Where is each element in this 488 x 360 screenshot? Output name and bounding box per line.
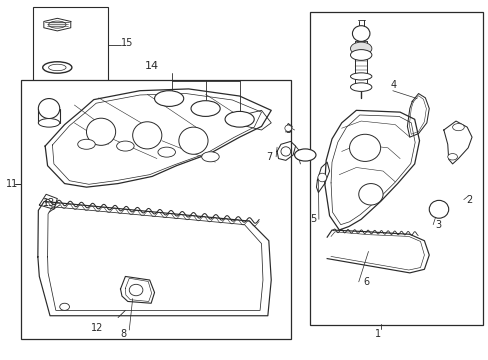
Text: 15: 15 [120, 38, 133, 48]
Ellipse shape [352, 26, 369, 41]
Ellipse shape [38, 118, 60, 127]
Ellipse shape [82, 142, 90, 147]
Ellipse shape [433, 204, 443, 214]
Ellipse shape [132, 122, 162, 149]
Text: 13: 13 [42, 198, 55, 208]
Ellipse shape [60, 303, 69, 310]
Text: 3: 3 [435, 220, 441, 230]
Ellipse shape [86, 118, 116, 145]
Ellipse shape [158, 147, 175, 157]
Ellipse shape [317, 173, 326, 182]
Ellipse shape [160, 94, 178, 103]
Ellipse shape [356, 29, 366, 38]
Text: 14: 14 [144, 62, 159, 71]
Ellipse shape [230, 114, 248, 124]
Bar [21, 80, 290, 339]
Ellipse shape [299, 152, 310, 158]
Ellipse shape [185, 133, 201, 149]
Text: 9: 9 [285, 125, 291, 135]
Ellipse shape [364, 188, 377, 201]
Ellipse shape [139, 127, 155, 143]
Text: 10: 10 [295, 152, 307, 162]
Ellipse shape [224, 111, 254, 127]
Text: 1: 1 [374, 329, 380, 339]
Text: 12: 12 [91, 323, 103, 333]
Ellipse shape [163, 150, 170, 154]
Ellipse shape [129, 284, 142, 296]
Ellipse shape [447, 154, 457, 160]
Text: 11: 11 [6, 179, 19, 189]
Bar [33, 7, 108, 82]
Ellipse shape [179, 127, 207, 154]
Ellipse shape [78, 139, 95, 149]
Ellipse shape [452, 123, 463, 131]
Text: 5: 5 [309, 214, 316, 224]
Ellipse shape [121, 144, 129, 148]
Bar [309, 12, 482, 325]
Ellipse shape [116, 141, 134, 151]
Ellipse shape [294, 149, 315, 161]
Ellipse shape [355, 85, 366, 90]
Text: 2: 2 [465, 195, 471, 204]
Text: 6: 6 [363, 277, 369, 287]
Ellipse shape [350, 42, 371, 55]
Ellipse shape [48, 64, 66, 71]
Ellipse shape [206, 155, 214, 159]
Ellipse shape [191, 101, 220, 116]
Ellipse shape [350, 83, 371, 91]
Ellipse shape [48, 21, 66, 28]
Ellipse shape [358, 184, 382, 205]
Text: 4: 4 [389, 80, 396, 90]
Ellipse shape [428, 201, 448, 218]
Text: 7: 7 [266, 152, 272, 162]
Ellipse shape [350, 50, 371, 60]
Ellipse shape [201, 152, 219, 162]
Ellipse shape [42, 62, 72, 73]
Ellipse shape [349, 134, 380, 161]
Ellipse shape [281, 147, 290, 156]
Text: 8: 8 [120, 329, 126, 339]
Ellipse shape [285, 125, 291, 131]
Ellipse shape [38, 99, 60, 118]
Ellipse shape [93, 124, 109, 140]
Ellipse shape [197, 104, 214, 113]
Ellipse shape [350, 73, 371, 80]
Ellipse shape [154, 91, 183, 107]
Ellipse shape [356, 140, 373, 156]
